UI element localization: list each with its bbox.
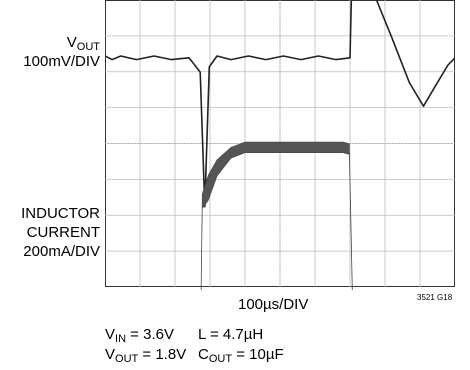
inductor-label-line2: CURRENT bbox=[26, 224, 100, 241]
traces bbox=[105, 0, 455, 290]
condition-vout: VOUT = 1.8V bbox=[105, 346, 187, 365]
condition-vin: VIN = 3.6V bbox=[105, 326, 174, 345]
x-axis-label: 100µs/DIV bbox=[238, 296, 309, 313]
inductor-label-line1: INDUCTOR bbox=[21, 205, 100, 222]
oscilloscope-plot bbox=[105, 0, 455, 290]
vout-symbol: V bbox=[66, 34, 77, 51]
figure-id: 3521 G18 bbox=[417, 293, 453, 302]
condition-inductance: L = 4.7µH bbox=[198, 326, 264, 343]
vout-scale-label: 100mV/DIV bbox=[23, 53, 100, 70]
inductor-scale-label: 200mA/DIV bbox=[23, 243, 100, 260]
vout-channel-label: VOUT bbox=[0, 34, 100, 53]
vout-trace bbox=[105, 0, 455, 208]
condition-cout: COUT = 10µF bbox=[198, 346, 284, 365]
inductor-current-trace bbox=[200, 141, 353, 290]
vout-subscript: OUT bbox=[76, 41, 100, 53]
graticule bbox=[105, 0, 455, 287]
